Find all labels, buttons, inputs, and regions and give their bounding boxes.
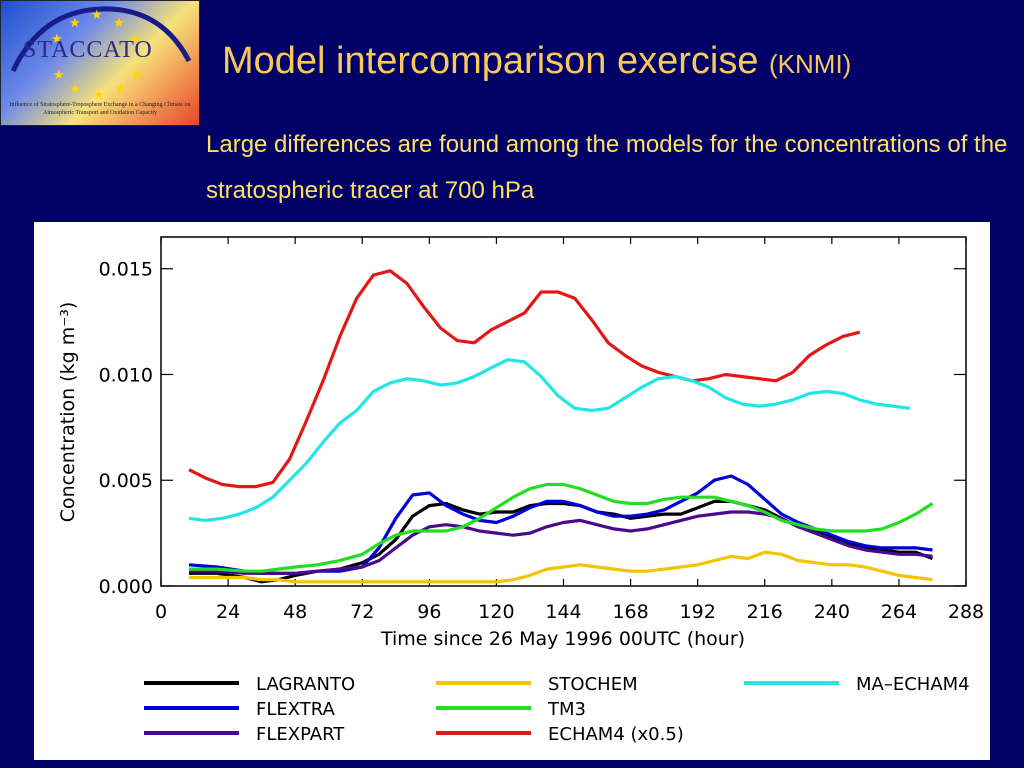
x-tick-label: 24 bbox=[216, 601, 240, 623]
x-tick-label: 144 bbox=[545, 601, 581, 623]
svg-text:★: ★ bbox=[51, 32, 63, 47]
x-tick-label: 96 bbox=[417, 601, 441, 623]
series-line-echam4-x0-5- bbox=[188, 269, 861, 489]
x-tick-label: 216 bbox=[747, 601, 783, 623]
svg-text:★: ★ bbox=[113, 16, 125, 31]
legend: LAGRANTO FLEXTRA FLEXPART STOCHEM TM3 ECHAM4 … bbox=[144, 674, 970, 745]
logo-stars-icon: ★ ★ ★ ★ ★ ★ ★ ★ ★ ★ bbox=[10, 6, 192, 103]
slide-subtitle: Large differences are found among the mo… bbox=[206, 131, 1008, 204]
series-line-lagranto bbox=[189, 499, 934, 584]
series-line-stochem bbox=[189, 550, 933, 584]
logo-name: STACCATO bbox=[23, 37, 153, 63]
y-tick-label: 0.000 bbox=[99, 576, 153, 598]
svg-text:★: ★ bbox=[115, 82, 127, 97]
y-axis-label: Concentration (kg m⁻³) bbox=[57, 302, 79, 523]
x-tick-label: 0 bbox=[155, 601, 167, 623]
x-tick-label: 192 bbox=[680, 601, 716, 623]
x-tick-label: 168 bbox=[612, 601, 648, 623]
x-tick-label: 120 bbox=[478, 601, 514, 623]
x-tick-label: 72 bbox=[350, 601, 374, 623]
logo-subtitle: Influence of Stratosphere-Troposphere Ex… bbox=[9, 102, 191, 116]
svg-text:★: ★ bbox=[69, 82, 81, 97]
svg-text:★: ★ bbox=[129, 32, 141, 47]
plot-frame bbox=[160, 236, 967, 587]
staccato-logo: ★ ★ ★ ★ ★ ★ ★ ★ ★ ★ STACCATO Influence of Str… bbox=[0, 0, 200, 126]
y-tick-label: 0.005 bbox=[99, 470, 153, 492]
series-line-tm3 bbox=[189, 482, 934, 573]
x-tick-label: 48 bbox=[283, 601, 307, 623]
legend-label: FLEXTRA bbox=[256, 699, 336, 720]
x-axis-label: Time since 26 May 1996 00UTC (hour) bbox=[380, 628, 745, 650]
axis-ticks: 0 24 48 72 96 120 144 168 192 216 240 264 288 0.000 0.… bbox=[99, 237, 984, 623]
series-lines bbox=[188, 269, 934, 584]
chart-panel: 0 24 48 72 96 120 144 168 192 216 240 264 288 0.000 0.… bbox=[34, 222, 990, 760]
x-tick-label: 264 bbox=[881, 601, 917, 623]
slide-title: Model intercomparison exercise (KNMI) bbox=[222, 40, 851, 83]
legend-label: TM3 bbox=[547, 699, 586, 720]
x-tick-label: 288 bbox=[948, 601, 984, 623]
svg-text:★: ★ bbox=[131, 68, 143, 83]
y-tick-label: 0.015 bbox=[99, 259, 153, 281]
svg-text:★: ★ bbox=[53, 68, 65, 83]
series-line-ma-echam4 bbox=[188, 358, 911, 522]
legend-label: LAGRANTO bbox=[256, 674, 355, 695]
line-chart: 0 24 48 72 96 120 144 168 192 216 240 264 288 0.000 0.… bbox=[57, 236, 984, 745]
series-line-flexpart bbox=[189, 510, 933, 575]
svg-text:★: ★ bbox=[91, 8, 103, 23]
slide-title-suffix: (KNMI) bbox=[769, 49, 852, 79]
svg-text:★: ★ bbox=[69, 16, 81, 31]
legend-label: STOCHEM bbox=[548, 674, 638, 695]
y-tick-label: 0.010 bbox=[99, 364, 153, 386]
legend-label: ECHAM4 (x0.5) bbox=[548, 724, 684, 745]
svg-text:★: ★ bbox=[93, 88, 105, 103]
slide-title-text: Model intercomparison exercise bbox=[222, 40, 759, 82]
legend-label: FLEXPART bbox=[256, 724, 345, 745]
x-tick-label: 240 bbox=[814, 601, 850, 623]
legend-label: MA–ECHAM4 bbox=[856, 674, 970, 695]
